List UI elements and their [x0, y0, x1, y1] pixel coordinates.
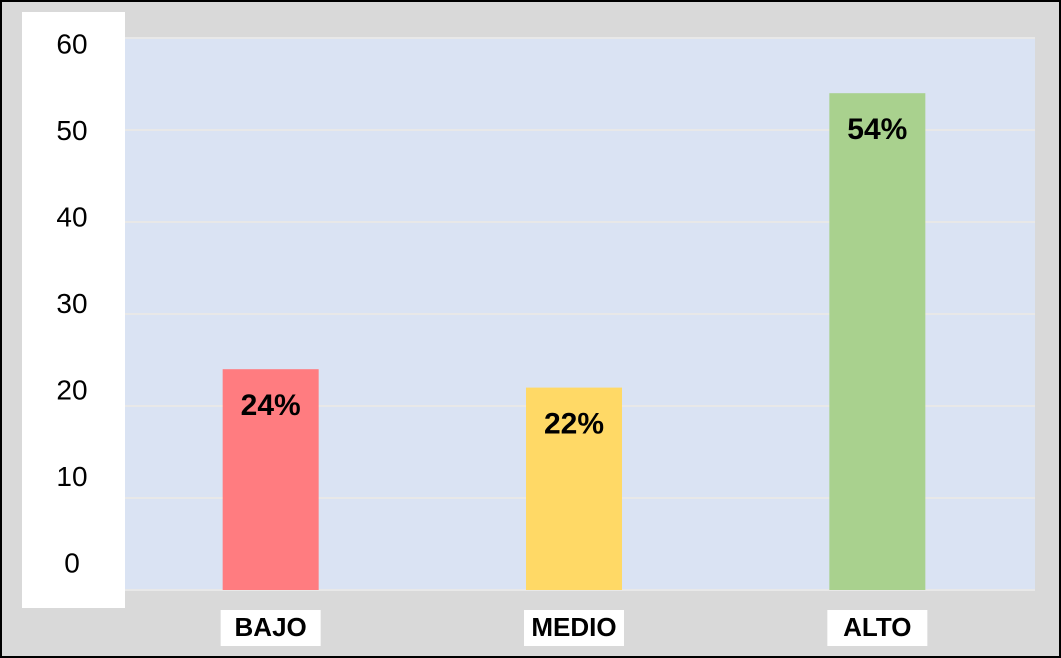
y-tick-label: 20 — [56, 374, 87, 405]
x-label-box — [827, 610, 928, 646]
y-tick-label: 60 — [56, 28, 87, 59]
y-tick-label: 50 — [56, 115, 87, 146]
data-label: 54% — [847, 113, 907, 146]
data-label: 22% — [544, 408, 604, 441]
data-label: 24% — [241, 389, 301, 422]
x-label-box — [524, 610, 624, 646]
x-label-box — [220, 610, 321, 646]
y-tick-label: 30 — [56, 288, 87, 319]
y-tick-label: 40 — [56, 201, 87, 232]
x-tick-label: ALTO — [843, 612, 911, 642]
x-tick-label: MEDIO — [531, 612, 616, 642]
y-tick-label: 10 — [56, 461, 87, 492]
bar — [526, 387, 622, 590]
y-axis-panel — [22, 12, 125, 608]
bar — [829, 93, 926, 590]
bar — [222, 369, 319, 590]
x-tick-label: BAJO — [235, 612, 307, 642]
y-tick-label: 0 — [64, 547, 80, 578]
